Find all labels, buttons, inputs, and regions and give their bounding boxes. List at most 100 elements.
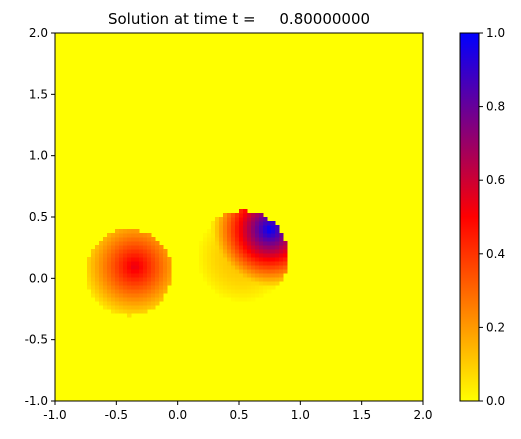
heat-cell <box>211 257 216 262</box>
heat-cell <box>223 265 228 270</box>
heat-cell <box>247 253 252 258</box>
heat-cell <box>255 213 260 218</box>
heat-cell <box>135 237 140 242</box>
heat-cell <box>263 281 268 286</box>
heat-cell <box>147 245 152 250</box>
heat-cell <box>215 253 220 258</box>
heat-cell <box>263 241 268 246</box>
heat-cell <box>107 305 112 310</box>
heat-cell <box>119 237 124 242</box>
heat-cell <box>271 249 276 254</box>
heat-cell <box>147 293 152 298</box>
heat-cell <box>127 285 132 290</box>
heat-cell <box>123 289 128 294</box>
heat-cell <box>227 241 232 246</box>
heat-cell <box>211 253 216 258</box>
heat-cell <box>107 297 112 302</box>
heat-cell <box>143 285 148 290</box>
heat-cell <box>251 269 256 274</box>
heat-cell <box>135 269 140 274</box>
heat-cell <box>127 241 132 246</box>
heat-cell <box>111 285 116 290</box>
heat-cell <box>199 245 204 250</box>
heat-cell <box>247 265 252 270</box>
heat-cell <box>223 213 228 218</box>
heat-cell <box>147 257 152 262</box>
colorbar-tick-label: 0.2 <box>486 320 505 334</box>
heat-cell <box>87 285 92 290</box>
heat-cell <box>227 269 232 274</box>
heat-cell <box>207 233 212 238</box>
heat-cell <box>155 269 160 274</box>
heat-cell <box>123 293 128 298</box>
heat-cell <box>211 285 216 290</box>
heat-cell <box>263 245 268 250</box>
heat-cell <box>219 241 224 246</box>
heat-cell <box>203 257 208 262</box>
heat-cell <box>259 257 264 262</box>
heat-cell <box>283 253 288 258</box>
heat-cell <box>123 233 128 238</box>
heat-cell <box>251 277 256 282</box>
heat-cell <box>227 281 232 286</box>
heat-cell <box>147 285 152 290</box>
heat-cell <box>139 237 144 242</box>
heat-cell <box>207 281 212 286</box>
heat-cell <box>95 277 100 282</box>
heat-cell <box>235 285 240 290</box>
colorbar-axis: 0.0 0.2 0.4 0.6 0.8 1.0 <box>479 26 505 408</box>
heat-cell <box>139 269 144 274</box>
heat-cell <box>223 249 228 254</box>
heat-cell <box>251 289 256 294</box>
heat-cell <box>115 269 120 274</box>
heat-cell <box>243 249 248 254</box>
heat-cell <box>131 273 136 278</box>
heat-cell <box>235 237 240 242</box>
heat-cell <box>131 269 136 274</box>
heat-cell <box>255 277 260 282</box>
heat-cell <box>99 265 104 270</box>
heat-cell <box>211 273 216 278</box>
heat-cell <box>247 213 252 218</box>
heat-cell <box>159 289 164 294</box>
heat-cell <box>115 265 120 270</box>
heat-cell <box>223 273 228 278</box>
heat-cell <box>167 265 172 270</box>
heat-cell <box>235 269 240 274</box>
heat-cell <box>239 297 244 302</box>
y-tick-label: 0.5 <box>29 210 48 224</box>
heat-cell <box>91 277 96 282</box>
heat-cell <box>259 273 264 278</box>
heat-cell <box>119 265 124 270</box>
heat-cell <box>163 261 168 266</box>
heat-cell <box>127 249 132 254</box>
heat-cell <box>155 289 160 294</box>
heat-cell <box>143 293 148 298</box>
heat-cell <box>219 249 224 254</box>
heat-cell <box>127 305 132 310</box>
heat-cell <box>135 253 140 258</box>
heat-cell <box>227 289 232 294</box>
heat-cell <box>227 225 232 230</box>
heat-cell <box>147 253 152 258</box>
heat-cell <box>219 277 224 282</box>
heat-cell <box>243 237 248 242</box>
heat-cell <box>147 265 152 270</box>
heat-cell <box>95 289 100 294</box>
heat-cell <box>231 225 236 230</box>
heat-cell <box>247 245 252 250</box>
heat-cell <box>123 281 128 286</box>
heat-cell <box>223 225 228 230</box>
heat-cell <box>91 293 96 298</box>
heat-cell <box>251 225 256 230</box>
heat-cell <box>155 245 160 250</box>
heat-cell <box>111 265 116 270</box>
heat-cell <box>91 285 96 290</box>
heat-cell <box>111 277 116 282</box>
heat-cell <box>159 269 164 274</box>
heat-cell <box>167 273 172 278</box>
heat-cell <box>263 257 268 262</box>
heat-cell <box>235 229 240 234</box>
heat-cell <box>211 245 216 250</box>
heat-cell <box>219 221 224 226</box>
